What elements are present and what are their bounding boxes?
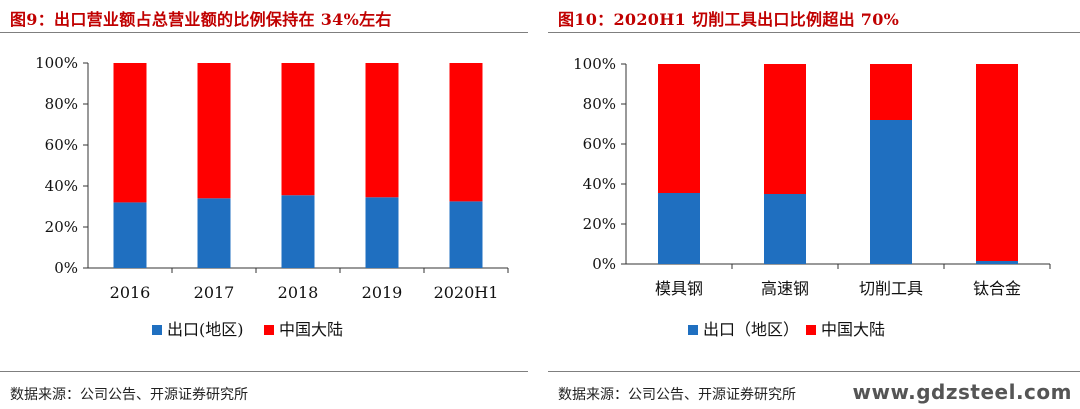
legend-label: 出口(地区) [167,320,244,339]
top-rule [548,32,1080,33]
legend-label: 中国大陆 [279,320,343,339]
bar-segment-domestic [197,63,231,199]
site-watermark: www.gdzsteel.com [852,380,1072,404]
legend-label: 出口（地区） [703,320,799,339]
y-tick-label: 20% [583,215,616,233]
bar-segment-export [764,194,806,264]
legend-swatch-export [152,325,162,335]
y-tick-label: 80% [45,95,78,113]
bar-segment-export [870,120,912,264]
bar-segment-domestic [658,64,700,193]
bar-segment-export [113,202,147,268]
x-tick-label: 高速钢 [761,279,809,298]
bottom-rule [548,371,1080,372]
bar-segment-domestic [113,63,147,203]
legend-swatch-domestic [806,325,816,335]
figure-9-title: 图9：出口营业额占总营业额的比例保持在 34%左右 [10,10,392,29]
bottom-rule [0,371,528,372]
figure-9-source: 数据来源：公司公告、开源证券研究所 [10,387,248,403]
figure-9-panel: 图9：出口营业额占总营业额的比例保持在 34%左右 0% 20% 40% 60% 80%… [0,0,528,409]
bar-segment-domestic [976,64,1018,261]
x-tick-label: 模具钢 [655,279,703,298]
y-tick-label: 40% [45,177,78,195]
figure-10-source: 数据来源：公司公告、开源证券研究所 [558,387,796,403]
x-tick-label: 2020H1 [434,283,499,302]
y-tick-label: 0% [592,255,616,273]
figure-10-panel: 图10：2020H1 切削工具出口比例超出 70% 0% 20% 40% 60% 80%… [548,0,1080,409]
bar-segment-domestic [449,63,483,202]
y-tick-label: 60% [583,135,616,153]
figure-9-chart: 0% 20% 40% 60% 80% 100% 2016 2017 2018 2019 2020H1… [35,54,509,339]
y-tick-label: 40% [583,175,616,193]
bar-segment-domestic [870,64,912,120]
legend-label: 中国大陆 [821,320,885,339]
bar-segment-domestic [764,64,806,194]
bar-segment-export [976,261,1018,264]
y-tick-label: 0% [54,259,78,277]
x-tick-label: 钛合金 [973,279,1021,298]
y-tick-label: 100% [573,55,616,73]
bar-segment-export [197,198,231,268]
figure-10-title: 图10：2020H1 切削工具出口比例超出 70% [558,10,900,29]
bar-segment-export [281,195,315,268]
x-tick-label: 2017 [194,283,235,302]
y-tick-label: 100% [35,54,78,72]
bar-segment-export [658,193,700,264]
x-tick-label: 2016 [110,283,151,302]
bar-segment-domestic [281,63,315,196]
x-tick-label: 2019 [362,283,403,302]
y-tick-label: 80% [583,95,616,113]
bar-segment-domestic [365,63,399,198]
y-tick-label: 20% [45,218,78,236]
x-tick-label: 2018 [278,283,319,302]
bar-segment-export [449,201,483,268]
legend-swatch-domestic [264,325,274,335]
y-tick-label: 60% [45,136,78,154]
x-tick-label: 切削工具 [859,279,923,298]
bar-segment-export [365,197,399,268]
top-rule [0,32,528,33]
legend-swatch-export [688,325,698,335]
